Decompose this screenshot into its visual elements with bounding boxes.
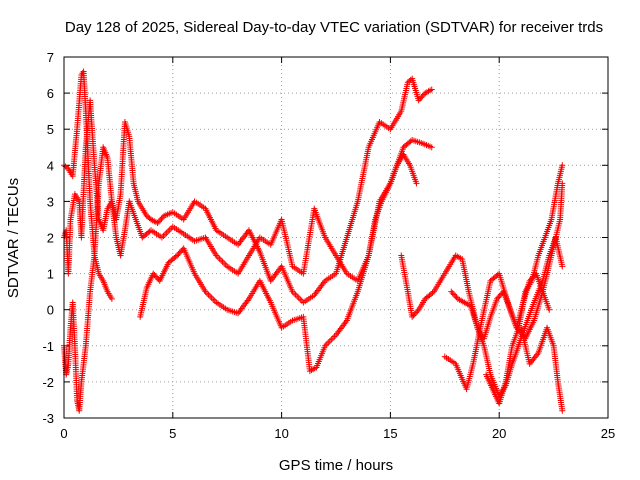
x-tick-label: 0 <box>60 426 67 441</box>
data-point <box>526 277 533 284</box>
data-point <box>154 220 161 227</box>
y-tick-label: -2 <box>42 375 54 390</box>
x-tick-label: 10 <box>274 426 288 441</box>
data-point <box>428 144 435 151</box>
y-axis-label: SDTVAR / TECUs <box>5 178 22 298</box>
y-tick-label: 3 <box>47 194 54 209</box>
y-tick-label: 1 <box>47 267 54 282</box>
data-point <box>452 292 459 299</box>
series-track-9 <box>448 270 553 342</box>
x-tick-label: 20 <box>492 426 506 441</box>
data-point <box>418 94 425 101</box>
data-point <box>176 249 183 256</box>
data-point <box>174 252 181 259</box>
grid <box>64 57 608 418</box>
data-point <box>494 295 501 302</box>
data-point <box>157 217 164 224</box>
series-track-8 <box>517 324 566 414</box>
data-point <box>450 291 457 298</box>
data-point <box>407 138 414 145</box>
y-tick-label: -1 <box>42 339 54 354</box>
data-point <box>559 263 566 270</box>
series-track-7 <box>483 162 566 407</box>
data-point <box>497 291 504 298</box>
y-tick-labels: -3 -2 -1 0 1 2 3 4 5 6 7 <box>42 50 54 426</box>
data-point <box>414 308 421 315</box>
data-point <box>63 164 70 171</box>
chart-title: Day 128 of 2025, Sidereal Day-to-day VTE… <box>65 19 603 36</box>
data-point <box>175 251 182 258</box>
data-point <box>527 276 534 283</box>
data-point <box>529 274 536 281</box>
y-tick-label: 4 <box>47 158 54 173</box>
data-point <box>448 288 455 295</box>
data-point <box>495 294 502 301</box>
data-point <box>151 272 158 279</box>
data-point <box>530 273 537 280</box>
y-tick-label: 2 <box>47 231 54 246</box>
data-point <box>410 312 417 319</box>
data-point <box>150 270 157 277</box>
x-tick-label: 25 <box>601 426 615 441</box>
x-tick-label: 5 <box>169 426 176 441</box>
data-point <box>415 97 422 104</box>
data-point <box>178 248 185 255</box>
data-point <box>416 95 423 102</box>
y-tick-label: 0 <box>47 303 54 318</box>
data-point <box>559 407 566 414</box>
data-point <box>429 289 436 296</box>
y-tick-label: -3 <box>42 411 54 426</box>
data-point <box>154 274 161 281</box>
data-point <box>496 292 503 299</box>
y-tick-label: 7 <box>47 50 54 65</box>
data-point <box>449 290 456 297</box>
x-tick-labels: 0 5 10 15 20 25 <box>60 426 615 441</box>
series-track-4 <box>137 151 420 375</box>
data-point <box>152 273 159 280</box>
x-tick-label: 15 <box>383 426 397 441</box>
data-point <box>108 295 115 302</box>
plot-frame <box>63 56 609 419</box>
data-point <box>172 253 179 260</box>
y-tick-label: 5 <box>47 122 54 137</box>
series-track-2 <box>61 97 435 284</box>
data-point <box>413 309 420 316</box>
data-point <box>411 311 418 318</box>
data-point <box>409 313 416 320</box>
data-point <box>159 214 166 221</box>
data-points <box>61 68 566 414</box>
data-point <box>419 92 426 99</box>
data-point <box>413 180 420 187</box>
data-point <box>546 306 553 313</box>
data-point <box>559 162 566 169</box>
x-axis-label: GPS time / hours <box>279 457 393 474</box>
data-point <box>146 215 153 222</box>
data-point <box>428 86 435 93</box>
data-point <box>155 218 162 225</box>
series-track-3 <box>61 252 115 414</box>
y-tick-label: 6 <box>47 86 54 101</box>
data-point <box>158 215 165 222</box>
